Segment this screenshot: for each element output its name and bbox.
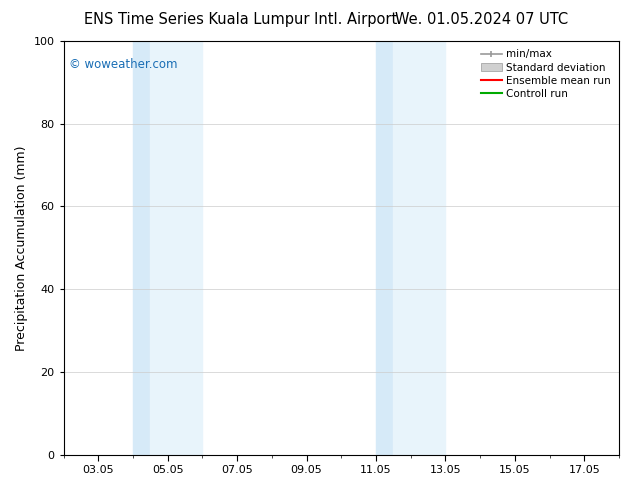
Bar xyxy=(376,41,393,455)
Bar xyxy=(133,41,150,455)
Legend: min/max, Standard deviation, Ensemble mean run, Controll run: min/max, Standard deviation, Ensemble me… xyxy=(478,46,614,102)
Bar xyxy=(150,41,202,455)
Text: ENS Time Series Kuala Lumpur Intl. Airport: ENS Time Series Kuala Lumpur Intl. Airpo… xyxy=(84,12,398,27)
Y-axis label: Precipitation Accumulation (mm): Precipitation Accumulation (mm) xyxy=(15,145,28,350)
Text: © woweather.com: © woweather.com xyxy=(69,58,178,71)
Text: We. 01.05.2024 07 UTC: We. 01.05.2024 07 UTC xyxy=(395,12,569,27)
Bar xyxy=(393,41,446,455)
